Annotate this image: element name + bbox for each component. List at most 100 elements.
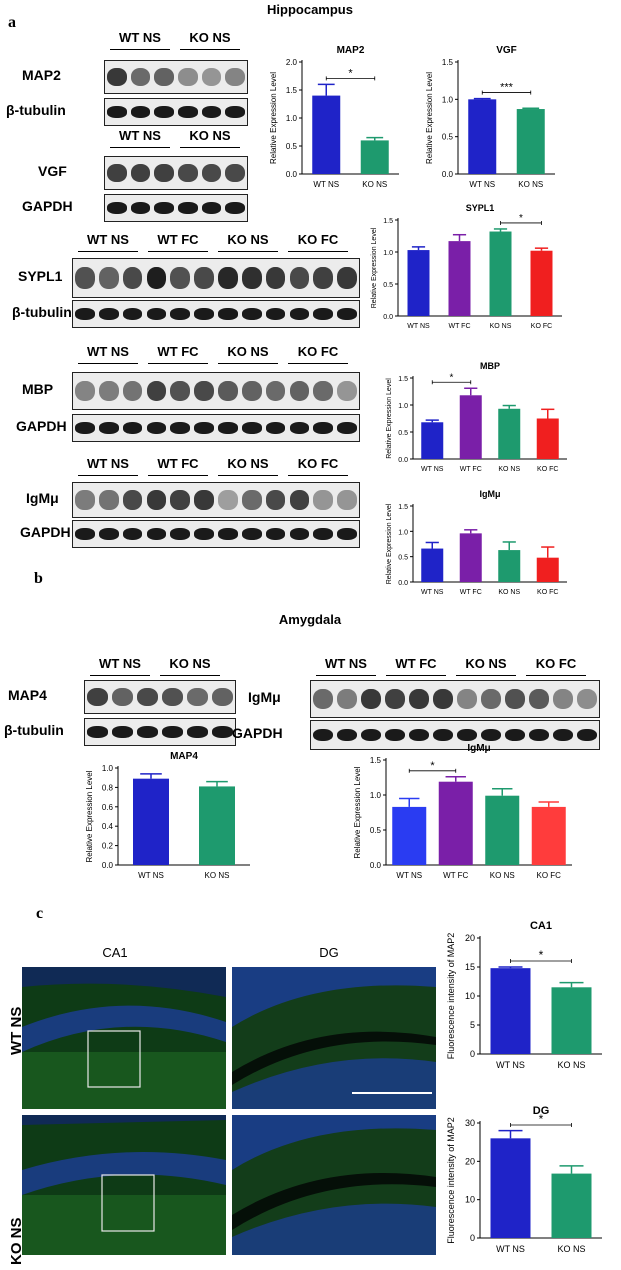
x-tick-label: WT NS — [469, 180, 495, 189]
bar — [531, 806, 566, 865]
blot-band — [146, 380, 167, 402]
y-tick-label: 0.0 — [383, 314, 393, 321]
micro-ko-ns-dg — [232, 1115, 436, 1255]
blot-protein-label: MAP2 — [22, 67, 61, 83]
blot-band — [241, 380, 262, 402]
blot-band — [98, 490, 119, 510]
blot-group-label: WT FC — [157, 456, 199, 471]
bar — [421, 548, 444, 582]
y-tick-label: 0.0 — [370, 861, 382, 870]
significance-label: * — [430, 760, 435, 772]
blot-band-reference — [385, 728, 405, 742]
y-tick-label: 0.0 — [102, 861, 114, 870]
blot-band-reference — [218, 528, 238, 540]
bar — [490, 1138, 531, 1238]
blot-band — [289, 490, 310, 510]
panel-letter-b: b — [34, 570, 43, 587]
chart-title: MAP2 — [337, 45, 365, 56]
chart-ca1: CA1 0 5 10 15 20 Fluorescence intensity of MAP… — [440, 910, 610, 1085]
blot-strip-target — [72, 372, 360, 410]
chart-dg: DG 0 10 20 30 Fluorescence intensity of MAP2 W… — [440, 1095, 610, 1265]
y-tick-label: 30 — [465, 1118, 475, 1128]
blot-band — [218, 380, 238, 402]
blot-band-reference — [201, 106, 222, 118]
x-tick-label: KO NS — [362, 180, 387, 189]
blot-group-line — [526, 675, 586, 676]
blot-group-label: WT FC — [157, 344, 199, 359]
blot-group-label: WT NS — [87, 456, 129, 471]
blot-band-reference — [289, 308, 310, 320]
blot-band — [289, 380, 310, 402]
blot-group-label: WT FC — [157, 232, 199, 247]
blot-band — [289, 267, 310, 289]
blot-band — [201, 164, 222, 182]
blot-band-reference — [75, 308, 95, 320]
blot-group-line — [218, 475, 278, 476]
blot-band — [361, 688, 381, 710]
blot-band — [385, 688, 405, 710]
blot-strip-target — [310, 680, 600, 718]
bar — [133, 778, 169, 865]
x-tick-label: WT NS — [496, 1244, 525, 1254]
blot-strip-target — [72, 482, 360, 518]
blot-band — [154, 68, 174, 86]
y-tick-label: 0.5 — [398, 555, 408, 562]
micro-wt-ns-dg — [232, 967, 436, 1109]
chart-svg: MAP2 0.0 0.5 1.0 1.5 2.0 Relative Expression L… — [269, 45, 399, 189]
y-tick-label: 0.0 — [442, 170, 454, 179]
y-axis-label: Relative Expression Level — [371, 227, 378, 308]
blot-group-label: WT NS — [325, 656, 367, 671]
blot-band-reference — [241, 528, 262, 540]
blot-protein-label: IgMμ — [248, 689, 281, 705]
x-tick-label: WT NS — [421, 466, 444, 473]
blot-group-label: WT NS — [119, 128, 161, 143]
x-tick-label: KO FC — [537, 466, 558, 473]
y-tick-label: 20 — [465, 1156, 475, 1166]
significance-label: * — [348, 67, 353, 79]
blot-band-reference — [178, 202, 198, 214]
blot-band-reference — [170, 528, 191, 540]
chart-title: IgMμ — [479, 489, 500, 499]
blot-band — [265, 267, 286, 289]
bar — [312, 95, 341, 174]
blot-band — [265, 380, 286, 402]
blot-group-line — [148, 475, 208, 476]
y-tick-label: 1.0 — [370, 791, 382, 800]
blot-band — [170, 267, 191, 289]
blot-group-label: KO NS — [189, 128, 231, 143]
blot-band-reference — [98, 528, 119, 540]
blot-band — [265, 490, 286, 510]
blot-band-reference — [218, 422, 238, 434]
chart-svg: CA1 0 5 10 15 20 Fluorescence intensity of MAP… — [446, 920, 602, 1070]
chart-igmu-hippocampus: IgMμ 0.0 0.5 1.0 1.5 Relative Expression Leve… — [383, 484, 573, 609]
blot-strip-target — [72, 258, 360, 298]
blot-band-reference — [529, 728, 549, 742]
blot-band-reference — [146, 422, 167, 434]
blot-band-reference — [241, 308, 262, 320]
blot-band-reference — [107, 202, 127, 214]
blot-group-line — [180, 49, 240, 50]
y-tick-label: 1.0 — [398, 529, 408, 536]
y-tick-label: 2.0 — [286, 58, 298, 67]
blot-band — [577, 688, 597, 710]
blot-band-reference — [75, 528, 95, 540]
blot-band-reference — [361, 728, 381, 742]
blot-group-label: KO NS — [227, 232, 269, 247]
blot-band — [98, 267, 119, 289]
blot-band-reference — [225, 202, 245, 214]
blot-band-reference — [162, 726, 183, 738]
y-axis-label: Fluorescence intensity of MAP2 — [446, 933, 456, 1060]
x-tick-label: KO NS — [498, 589, 520, 596]
blot-group-label: KO NS — [227, 456, 269, 471]
bar — [360, 140, 389, 174]
chart-map2: MAP2 0.0 0.5 1.0 1.5 2.0 Relative Expression L… — [262, 40, 407, 205]
micro-col-ca1: CA1 — [102, 945, 128, 960]
y-axis-label: Relative Expression Level — [425, 72, 434, 164]
blot-band — [457, 688, 477, 710]
blot-band-reference — [146, 308, 167, 320]
blot-band — [225, 68, 245, 86]
y-tick-label: 0.0 — [398, 457, 408, 464]
blot-band-reference — [505, 728, 525, 742]
blot-group-label: KO FC — [297, 456, 339, 471]
blot-group-line — [288, 475, 348, 476]
